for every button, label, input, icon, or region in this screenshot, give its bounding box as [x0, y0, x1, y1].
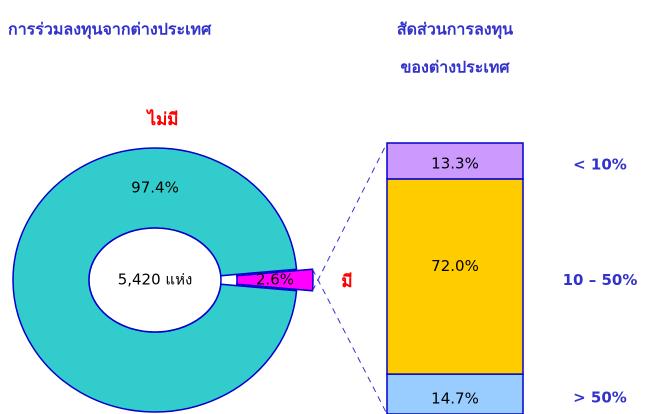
- slice-value-label: 2.6%: [256, 271, 294, 289]
- segment-category-label: < 10%: [573, 156, 627, 174]
- donut-slice: [235, 268, 314, 292]
- center-label: 5,420 แห่ง: [118, 271, 193, 289]
- segment-value-label: 13.3%: [431, 155, 479, 173]
- donut-title: การร่วมลงทุนจากต่างประเทศ: [8, 20, 212, 40]
- donut-hole: [88, 227, 222, 333]
- segment-category-label: 10 – 50%: [563, 271, 638, 289]
- bar-title: สัดส่วนการลงทุน: [397, 20, 513, 40]
- segment-value-label: 72.0%: [431, 257, 479, 275]
- bar-segment: [386, 142, 524, 180]
- connector: [312, 142, 388, 291]
- connector: [312, 269, 388, 414]
- bar-segment: [386, 178, 524, 375]
- segment-category-label: > 50%: [573, 389, 627, 407]
- slice-category-label: มี: [341, 271, 352, 292]
- segment-value-label: 14.7%: [431, 390, 479, 408]
- slice-category-label: ไม่มี: [146, 109, 179, 130]
- slice-value-label: 97.4%: [131, 179, 179, 197]
- bar-title: ของต่างประเทศ: [400, 58, 510, 77]
